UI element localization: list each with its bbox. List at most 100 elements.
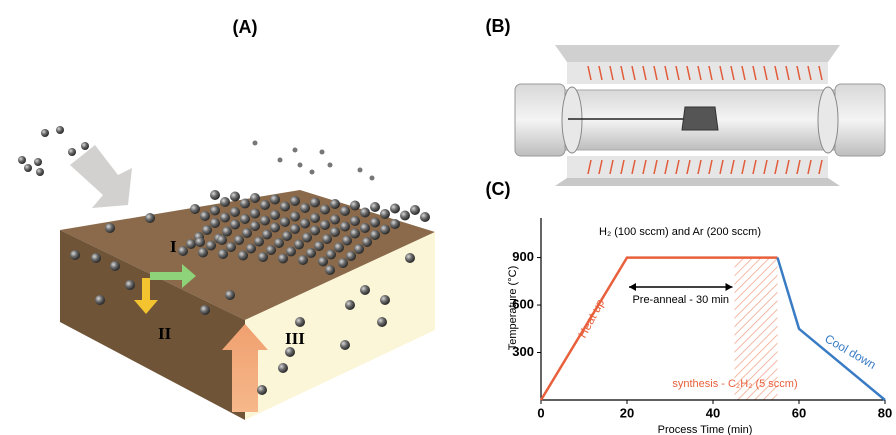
atom [340, 340, 350, 350]
atom [125, 280, 135, 290]
atom [295, 317, 305, 327]
atom [338, 258, 348, 268]
atom [370, 202, 380, 212]
atom [95, 295, 105, 305]
atom [405, 253, 415, 263]
atom [218, 249, 228, 259]
atom [250, 193, 260, 203]
atom [250, 221, 260, 231]
atom [206, 241, 216, 251]
annotation: Pre-anneal - 30 min [632, 294, 729, 306]
flange [818, 87, 838, 153]
atom [306, 248, 316, 258]
atom [400, 211, 410, 221]
heater-top [567, 62, 828, 84]
x-tick-label: 60 [792, 405, 806, 420]
atom [286, 247, 296, 257]
y-tick-label: 300 [512, 344, 534, 359]
x-tick-label: 0 [537, 405, 544, 420]
series-label: Heat up [575, 296, 607, 340]
atom [210, 218, 220, 228]
molecule-atom [81, 142, 89, 150]
atom [310, 226, 320, 236]
atom [280, 217, 290, 227]
furnace-illustration [515, 45, 885, 186]
atom [325, 265, 335, 275]
heater-top [555, 45, 840, 62]
atom [320, 205, 330, 215]
gas-arrow [70, 145, 132, 208]
atom [350, 216, 360, 226]
atom [246, 244, 256, 254]
atom [222, 227, 232, 237]
atom [346, 251, 356, 261]
atom [200, 305, 210, 315]
panel-label: (C) [486, 179, 511, 199]
molecule-atom [41, 129, 49, 137]
sample-boat [682, 107, 718, 130]
atom [290, 212, 300, 222]
panel-label: (A) [233, 17, 258, 37]
atom [320, 220, 330, 230]
atom [354, 244, 364, 254]
atom [266, 245, 276, 255]
atom [270, 195, 280, 205]
heater-bottom [555, 178, 840, 186]
region-label: I [170, 237, 177, 256]
atom [238, 251, 248, 261]
figure: (A) (B) (C) I II III H₂ (100 sccm) and A… [0, 0, 896, 435]
atom [362, 237, 372, 247]
atom [260, 200, 270, 210]
atom [380, 295, 390, 305]
atom [310, 198, 320, 208]
gas-atom [298, 163, 303, 168]
atom [330, 215, 340, 225]
atom [257, 385, 267, 395]
molecule-atom [68, 148, 76, 156]
atom [198, 248, 208, 258]
atom [302, 233, 312, 243]
atom [280, 202, 290, 212]
atom [105, 223, 115, 233]
series-label: Cool down [822, 331, 878, 371]
atom [217, 235, 227, 245]
gas-atom [278, 158, 283, 163]
atom [110, 261, 120, 271]
gas-atom [358, 168, 363, 173]
atom [270, 223, 280, 233]
atom [220, 197, 230, 207]
atom [350, 201, 360, 211]
atom [70, 250, 80, 260]
atom [230, 207, 240, 217]
annotation: H₂ (100 sccm) and Ar (200 sccm) [599, 226, 761, 238]
atom [340, 206, 350, 216]
x-tick-label: 20 [620, 405, 634, 420]
flange [515, 84, 565, 156]
atom [274, 238, 284, 248]
atom [342, 236, 352, 246]
atom [345, 300, 355, 310]
atom [380, 225, 390, 235]
atom [278, 363, 288, 373]
atom [260, 216, 270, 226]
flange [562, 87, 582, 153]
atom [200, 211, 210, 221]
molecule-atom [36, 168, 44, 176]
atom [360, 223, 370, 233]
atom [278, 254, 288, 264]
atom [290, 224, 300, 234]
panel-label: (B) [486, 16, 511, 36]
atom [380, 209, 390, 219]
annotation: synthesis - C₂H₂ (5 sccm) [672, 378, 797, 390]
atom [377, 317, 387, 327]
atom [420, 212, 430, 222]
atom [314, 241, 324, 251]
atom [250, 209, 260, 219]
heater-bottom [567, 156, 828, 178]
molecule-atom [18, 156, 26, 164]
atom [210, 206, 220, 216]
region-label: III [285, 329, 305, 348]
atom [370, 218, 380, 228]
atom [340, 222, 350, 232]
atom [330, 199, 340, 209]
